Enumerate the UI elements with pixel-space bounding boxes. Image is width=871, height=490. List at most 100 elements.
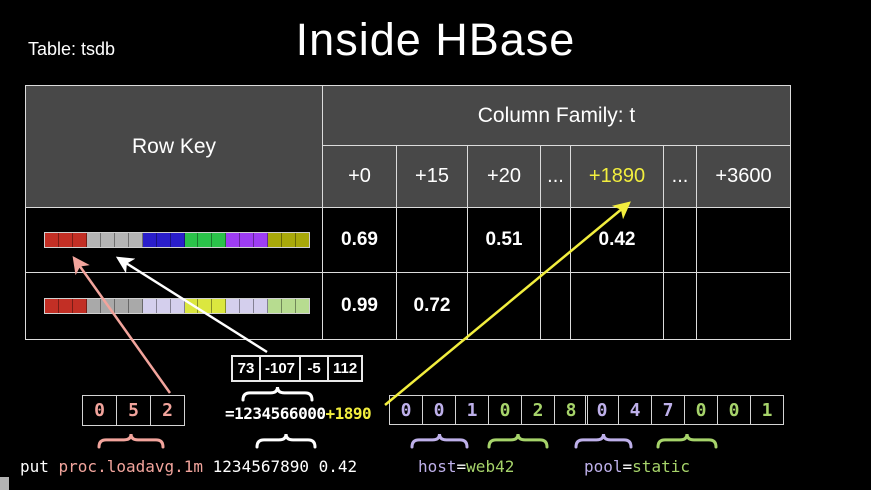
- value-cell: [664, 208, 696, 272]
- value-cell: 0.72: [397, 273, 467, 339]
- column-offset-header: ...: [541, 146, 570, 207]
- value-cell: 0.69: [323, 208, 396, 272]
- annotation-brace: [97, 433, 165, 449]
- byte-box: 112: [327, 355, 364, 382]
- row-key-byte: [86, 299, 101, 313]
- row-key-byte: [142, 299, 157, 313]
- row-key-byte: [58, 233, 73, 247]
- row-key-byte: [58, 299, 73, 313]
- row-key-byte: [184, 299, 199, 313]
- command-token: 1234567890 0.42: [203, 457, 358, 476]
- column-offset-header: +1890: [571, 146, 663, 207]
- row-key-bytes-strip: [44, 298, 310, 314]
- value-cell: [571, 273, 663, 339]
- command-token: proc.loadavg.1m: [58, 457, 204, 476]
- tag-digit-box: 0: [717, 395, 751, 425]
- column-offset-header: ...: [664, 146, 696, 207]
- metric-digit-box: 0: [82, 395, 117, 426]
- tag-digit-box: 2: [521, 395, 555, 425]
- row-key-byte: [226, 233, 241, 247]
- command-token: =: [456, 457, 467, 476]
- annotation-brace: [255, 433, 317, 449]
- row-key-byte: [254, 233, 269, 247]
- value-cell: [541, 273, 570, 339]
- row-key-byte: [240, 233, 255, 247]
- tag-digit-box: 7: [651, 395, 685, 425]
- row-key-byte: [240, 299, 255, 313]
- row-key-cell: [26, 208, 322, 272]
- row-key-cell: [26, 273, 322, 339]
- pool-tag-text: pool=static: [584, 457, 690, 476]
- row-key-byte: [86, 233, 101, 247]
- equation-offset: +1890: [325, 404, 372, 423]
- row-key-byte: [156, 299, 171, 313]
- row-key-byte: [128, 299, 143, 313]
- row-key-byte: [170, 299, 185, 313]
- timestamp-byte-boxes: 73 -107 -5 112: [231, 355, 364, 382]
- value-cell: [468, 273, 540, 339]
- row-key-byte: [212, 299, 227, 313]
- value-cell: 0.42: [571, 208, 663, 272]
- equation-base-timestamp: =1234566000: [225, 404, 326, 423]
- row-key-byte: [72, 233, 87, 247]
- command-token: host: [418, 457, 457, 476]
- command-token: put: [20, 457, 59, 476]
- tag-digit-box: 0: [488, 395, 522, 425]
- row-key-byte: [226, 299, 241, 313]
- tag-digit-box: 4: [618, 395, 652, 425]
- row-key-byte: [156, 233, 171, 247]
- row-key-byte: [254, 299, 269, 313]
- column-offset-header: +0: [323, 146, 396, 207]
- column-offset-header: +15: [397, 146, 467, 207]
- annotation-brace: [241, 386, 314, 402]
- command-token: =: [622, 457, 633, 476]
- value-cell: [541, 208, 570, 272]
- host-tag-text: host=web42: [418, 457, 514, 476]
- row-key-byte: [100, 233, 115, 247]
- byte-box: 73: [231, 355, 261, 382]
- tag-digit-box: 1: [750, 395, 784, 425]
- row-key-byte: [184, 233, 199, 247]
- annotation-brace: [410, 433, 469, 449]
- row-key-byte: [128, 233, 143, 247]
- column-offset-header: +3600: [697, 146, 790, 207]
- byte-box: -107: [259, 355, 302, 382]
- annotation-brace: [574, 433, 633, 449]
- row-key-byte: [45, 233, 59, 247]
- screen-edge-artifact: [0, 477, 9, 490]
- table-name-label: Table: tsdb: [28, 39, 116, 59]
- row-key-byte: [142, 233, 157, 247]
- row-key-byte: [282, 233, 297, 247]
- byte-box: -5: [299, 355, 330, 382]
- command-token: static: [632, 457, 690, 476]
- row-key-byte: [114, 233, 129, 247]
- command-token: web42: [466, 457, 515, 476]
- annotation-brace: [656, 433, 718, 449]
- timestamp-equation: =1234566000+1890: [225, 404, 372, 423]
- annotation-brace: [487, 433, 549, 449]
- row-key-byte: [268, 299, 283, 313]
- column-family-header: Column Family: t: [323, 86, 790, 145]
- tag-digit-box: 8: [554, 395, 588, 425]
- row-key-byte: [198, 233, 213, 247]
- row-key-byte: [100, 299, 115, 313]
- metric-digit-box: 2: [150, 395, 185, 426]
- column-offset-header: +20: [468, 146, 540, 207]
- tag-digit-box: 0: [684, 395, 718, 425]
- row-key-byte: [72, 299, 87, 313]
- value-cell: 0.51: [468, 208, 540, 272]
- tag-digit-box: 0: [389, 395, 423, 425]
- row-key-byte: [282, 299, 297, 313]
- tag-digit-box: 0: [422, 395, 456, 425]
- tag-digit-box: 1: [455, 395, 489, 425]
- value-cell: 0.99: [323, 273, 396, 339]
- row-key-byte: [212, 233, 227, 247]
- row-key-byte: [296, 299, 310, 313]
- row-key-header: Row Key: [26, 86, 322, 207]
- value-cell: [697, 273, 790, 339]
- row-key-byte: [268, 233, 283, 247]
- tag-digit-box: 0: [585, 395, 619, 425]
